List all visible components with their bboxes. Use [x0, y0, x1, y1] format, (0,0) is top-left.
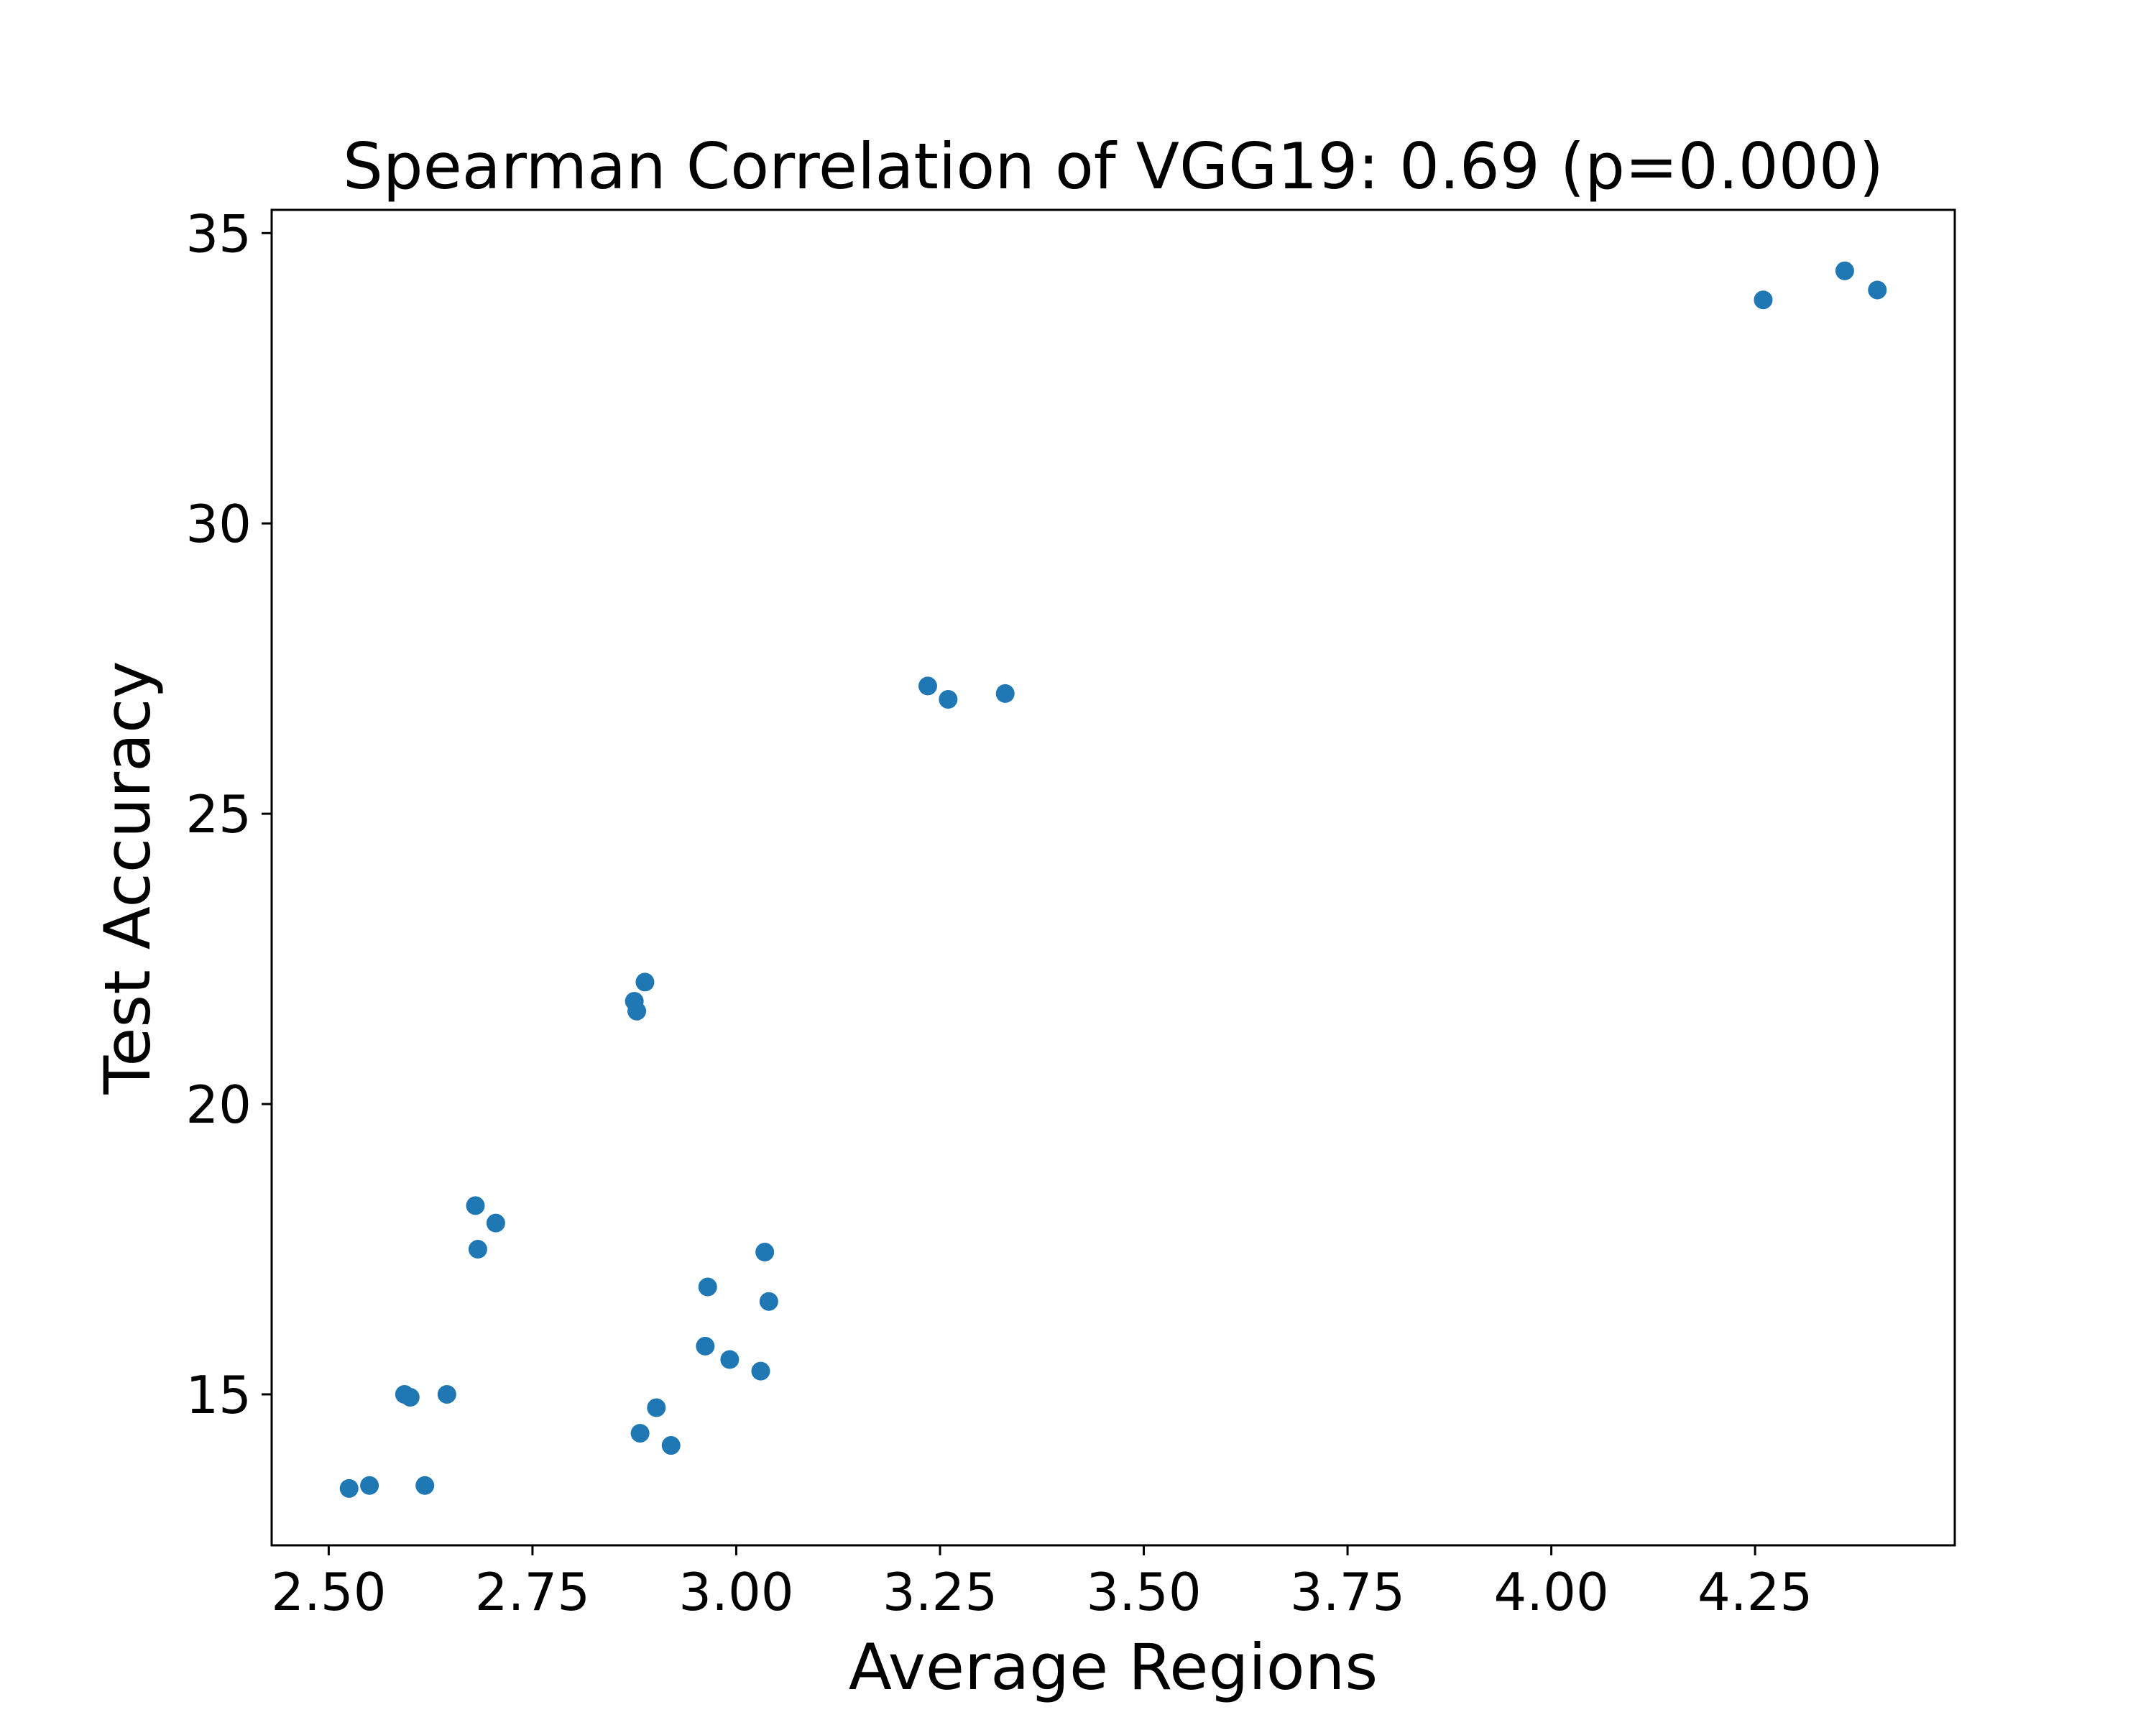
x-tick-label: 4.00 [1493, 1562, 1608, 1622]
y-tick-label: 20 [185, 1075, 252, 1135]
data-point [1754, 290, 1773, 310]
data-point [486, 1213, 505, 1233]
data-point [751, 1361, 770, 1381]
data-point [635, 972, 655, 992]
data-point [661, 1436, 681, 1455]
data-point [627, 1001, 647, 1021]
data-point [918, 676, 937, 696]
x-tick-label: 3.25 [883, 1562, 998, 1622]
data-point [400, 1388, 420, 1407]
data-point [698, 1277, 717, 1297]
data-point [1868, 280, 1887, 300]
x-tick-label: 4.25 [1697, 1562, 1812, 1622]
chart-title: Spearman Correlation of VGG19: 0.69 (p=0… [343, 129, 1884, 203]
data-point [759, 1292, 778, 1311]
data-point [995, 684, 1015, 703]
y-tick-label: 25 [185, 784, 252, 845]
plot-frame [270, 208, 1956, 1547]
data-point [696, 1336, 715, 1356]
data-point [339, 1478, 359, 1498]
data-point [360, 1476, 379, 1495]
data-point [415, 1476, 435, 1495]
x-tick-label: 2.50 [271, 1562, 386, 1622]
data-point [437, 1384, 456, 1404]
y-tick-label: 15 [185, 1365, 252, 1425]
x-tick-label: 3.50 [1086, 1562, 1201, 1622]
x-tick-label: 3.75 [1290, 1562, 1405, 1622]
y-axis-ticks: 15 20 25 30 35 [185, 203, 272, 1425]
x-tick-label: 2.75 [475, 1562, 590, 1622]
y-axis-label: Test Accuracy [91, 661, 165, 1095]
data-point [647, 1398, 666, 1417]
plot-marks [339, 261, 1887, 1498]
data-point [939, 689, 958, 709]
y-tick-label: 35 [185, 203, 252, 264]
data-point [755, 1243, 775, 1262]
data-point [1835, 261, 1854, 280]
x-axis-label: Average Regions [849, 1630, 1378, 1704]
data-point [468, 1240, 487, 1259]
data-point [466, 1196, 485, 1215]
y-tick-label: 30 [185, 494, 252, 554]
data-point [720, 1350, 740, 1369]
data-point [630, 1424, 650, 1443]
x-tick-label: 3.00 [678, 1562, 793, 1622]
x-axis-ticks: 2.50 2.75 3.00 3.25 3.50 3.75 4.00 4.25 [271, 1545, 1812, 1622]
